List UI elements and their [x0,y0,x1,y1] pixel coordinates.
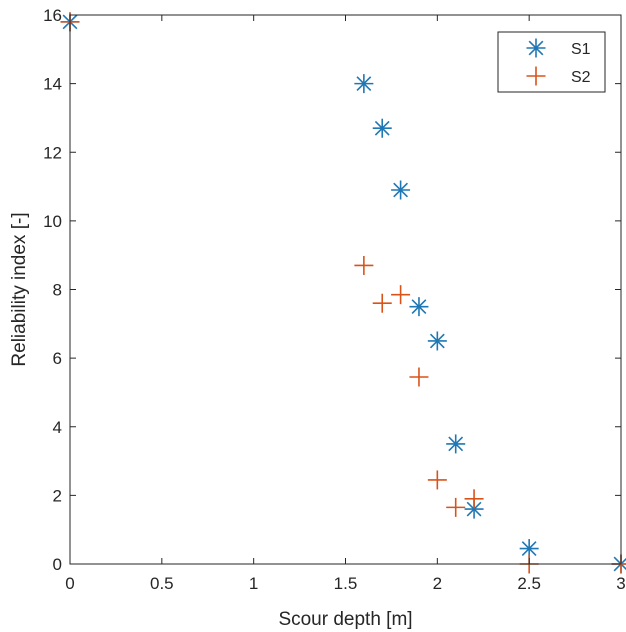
data-marks [60,12,626,574]
series-1-point [519,539,539,559]
y-tick-label: 16 [43,6,62,25]
series-2-point [427,470,447,490]
series-2-point [409,367,429,387]
series-2-point [391,285,411,305]
y-tick-label: 10 [43,212,62,231]
x-tick-label: 0 [65,574,74,593]
legend-label-1: S1 [571,41,591,58]
series-2-point [372,293,392,313]
y-tick-label: 14 [43,75,62,94]
x-tick-label: 1.5 [334,574,358,593]
x-tick-label: 2.5 [517,574,541,593]
legend-label-2: S2 [571,69,591,86]
y-tick-label: 0 [53,555,62,574]
x-tick-label: 1 [249,574,258,593]
axis-ticks: 0 0.5 1 1.5 2 2.5 3 0 2 4 6 8 10 12 14 16 [43,6,626,593]
series-1-point [446,434,466,454]
series-2-point [464,489,484,509]
x-tick-label: 0.5 [150,574,174,593]
series-1-point [372,118,392,138]
series-1-point [427,331,447,351]
y-tick-label: 6 [53,349,62,368]
x-tick-label: 3 [616,574,625,593]
y-axis-label: Reliability index [-] [9,212,30,366]
legend-marker-1 [526,38,546,58]
series-1-point [464,499,484,519]
y-tick-label: 8 [53,281,62,300]
plot-background [70,15,621,564]
series-1-point [409,297,429,317]
y-tick-label: 12 [43,143,62,162]
series-2-point [354,255,374,275]
series-1-point [354,74,374,94]
y-tick-label: 2 [53,486,62,505]
y-tick-label: 4 [53,418,62,437]
legend: S1 S2 [497,31,606,93]
x-tick-label: 2 [433,574,442,593]
legend-box [497,31,606,93]
legend-marker-2 [526,66,546,86]
x-axis-label: Scour depth [m] [278,609,412,630]
series-1-point [391,180,411,200]
series-2-point [446,497,466,517]
